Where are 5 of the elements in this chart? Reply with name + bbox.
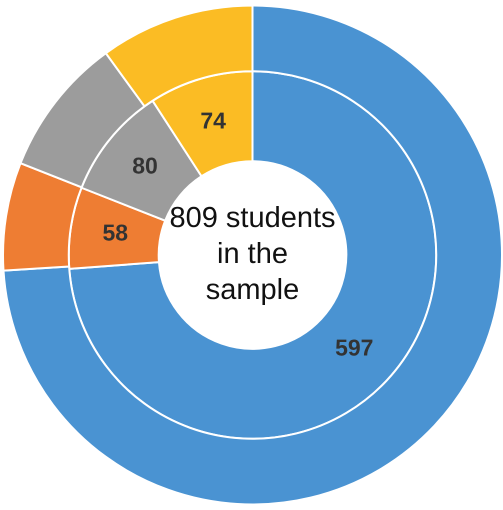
data-label: 80 — [132, 152, 158, 178]
data-label: 597 — [335, 334, 374, 361]
data-label: 58 — [102, 220, 128, 246]
text: 809 students in the sample — [169, 202, 336, 306]
data-label: 74 — [200, 107, 226, 134]
